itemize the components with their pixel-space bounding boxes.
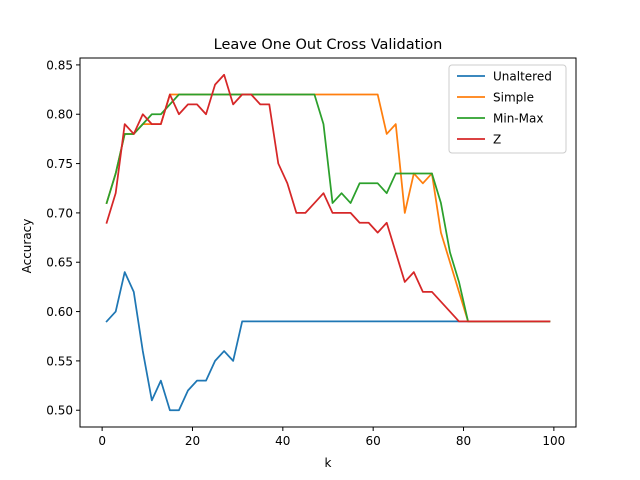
x-tick-label: 100 bbox=[542, 434, 565, 448]
y-tick-label: 0.85 bbox=[46, 58, 73, 72]
y-tick-label: 0.50 bbox=[46, 404, 73, 418]
legend: Unaltered Simple Min-Max Z bbox=[448, 64, 567, 154]
y-tick-label: 0.75 bbox=[46, 157, 73, 171]
legend-label: Unaltered bbox=[493, 70, 552, 84]
y-tick-label: 0.55 bbox=[46, 354, 73, 368]
y-tick-label: 0.65 bbox=[46, 256, 73, 270]
plot-lines bbox=[105, 73, 551, 412]
legend-label: Z bbox=[493, 133, 501, 147]
y-tick-label: 0.80 bbox=[46, 108, 73, 122]
y-tick-label: 0.60 bbox=[46, 305, 73, 319]
legend-box bbox=[448, 64, 567, 154]
x-tick-label: 20 bbox=[185, 434, 200, 448]
series-line-z bbox=[105, 73, 551, 323]
x-axis-label: k bbox=[325, 456, 332, 470]
plot-frame bbox=[79, 57, 577, 428]
chart-title: Leave One Out Cross Validation bbox=[214, 37, 443, 53]
legend-label: Simple bbox=[493, 91, 534, 105]
x-tick-label: 60 bbox=[366, 434, 381, 448]
y-tick-label: 0.70 bbox=[46, 206, 73, 220]
axes: 0 20 40 60 80 100 0.50 0.55 0.60 0.65 0.70 0.75 0.80… bbox=[46, 57, 577, 448]
legend-label: Min-Max bbox=[493, 112, 543, 126]
x-tick-label: 80 bbox=[456, 434, 471, 448]
x-tick-label: 40 bbox=[275, 434, 290, 448]
x-tick-label: 0 bbox=[98, 434, 106, 448]
y-axis-label: Accuracy bbox=[20, 219, 34, 274]
